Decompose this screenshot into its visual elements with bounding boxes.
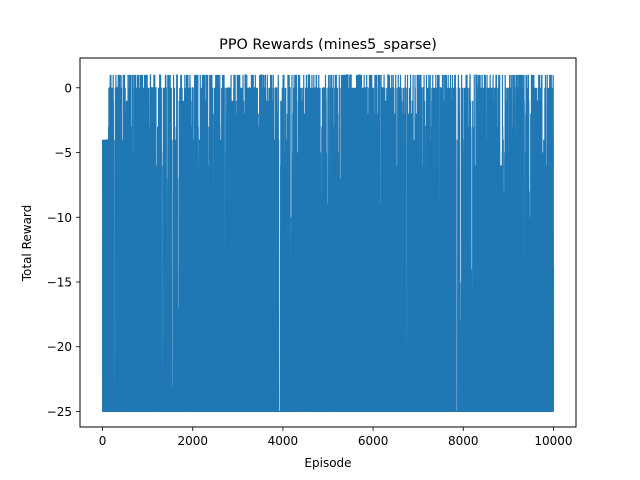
x-tick-label: 0 (99, 434, 107, 448)
x-tick-label: 10000 (534, 434, 572, 448)
y-axis: 0 −5 −10 −15 −20 −25 (47, 81, 80, 419)
x-tick-label: 4000 (268, 434, 299, 448)
x-axis: 0 2000 4000 6000 8000 10000 (99, 427, 573, 448)
y-axis-label: Total Reward (20, 205, 34, 283)
y-tick-label: −15 (47, 275, 72, 289)
y-tick-label: 0 (64, 81, 72, 95)
axes-frame (79, 57, 577, 428)
chart-title: PPO Rewards (mines5_sparse) (219, 37, 437, 53)
x-tick-label: 8000 (448, 434, 479, 448)
y-tick-label: −20 (47, 340, 72, 354)
x-tick-label: 2000 (177, 434, 208, 448)
x-tick-label: 6000 (358, 434, 389, 448)
series-layer (101, 74, 555, 413)
y-tick-label: −25 (47, 405, 72, 419)
y-tick-label: −10 (47, 211, 72, 225)
y-tick-label: −5 (54, 146, 72, 160)
series-line-0 (101, 74, 555, 413)
x-axis-label: Episode (304, 456, 351, 470)
